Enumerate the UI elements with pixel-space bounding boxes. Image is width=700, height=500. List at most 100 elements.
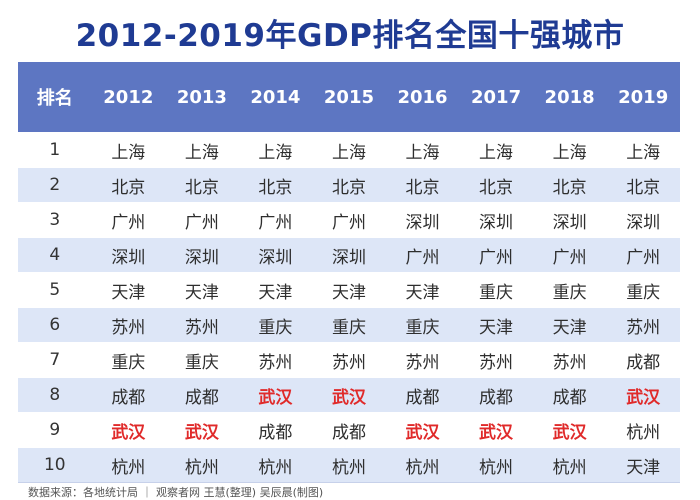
city-cell: 北京 [165, 167, 239, 203]
city-cell: 天津 [532, 307, 607, 343]
city-cell: 天津 [312, 272, 386, 308]
city-cell: 广州 [312, 202, 386, 238]
rank-cell: 1 [18, 132, 92, 168]
city-cell: 成都 [312, 412, 386, 448]
city-cell: 武汉 [312, 377, 386, 413]
city-cell: 重庆 [312, 307, 386, 343]
city-cell: 北京 [91, 167, 166, 203]
city-cell: 广州 [606, 237, 680, 273]
source-note: 数据来源：各地统计局 ｜ 观察者网 王慧(整理) 吴辰晨(制图) [28, 486, 324, 499]
city-cell: 杭州 [385, 447, 460, 483]
chart-title: 2012-2019年GDP排名全国十强城市 [75, 18, 625, 54]
city-cell: 北京 [532, 167, 607, 203]
city-cell: 上海 [238, 132, 313, 168]
city-cell: 成都 [238, 412, 313, 448]
city-cell: 武汉 [532, 412, 607, 448]
city-cell: 广州 [385, 237, 460, 273]
header-year-2018: 2018 [532, 62, 607, 133]
city-cell: 成都 [385, 377, 460, 413]
city-cell: 广州 [238, 202, 313, 238]
city-cell: 广州 [165, 202, 239, 238]
ranking-table: 排名 2012 2013 2014 2015 2016 2017 2018 2019 1 上海 上海… [18, 62, 680, 483]
city-cell: 重庆 [459, 272, 533, 308]
city-cell: 成都 [165, 377, 239, 413]
table-body: 1 上海 上海 上海 上海 上海 上海 上海 上海 2 北京 北京 北京 北京 北京 北京 北京 北京 3 广州 广州广… [18, 132, 680, 483]
city-cell: 杭州 [532, 447, 607, 483]
city-cell: 重庆 [165, 342, 239, 378]
city-cell: 北京 [385, 167, 460, 203]
header-year-2013: 2013 [165, 62, 239, 133]
table-row: 5 天津 天津 天津 天津 天津 重庆 重庆 重庆 [18, 272, 680, 308]
city-cell: 深圳 [385, 202, 460, 238]
city-cell: 上海 [606, 132, 680, 168]
city-cell: 天津 [91, 272, 166, 308]
city-cell: 成都 [532, 377, 607, 413]
city-cell: 北京 [238, 167, 313, 203]
city-cell: 天津 [606, 447, 680, 483]
city-cell: 深圳 [312, 237, 386, 273]
table-row: 10 杭州 杭州 杭州 杭州 杭州 杭州 杭州 天津 [18, 447, 680, 483]
city-cell: 杭州 [91, 447, 166, 483]
rank-cell: 10 [18, 447, 92, 483]
city-cell: 天津 [165, 272, 239, 308]
header-year-2019: 2019 [606, 62, 680, 133]
city-cell: 苏州 [165, 307, 239, 343]
city-cell: 上海 [91, 132, 166, 168]
rank-cell: 2 [18, 167, 92, 203]
rank-cell: 5 [18, 272, 92, 308]
city-cell: 重庆 [532, 272, 607, 308]
city-cell: 北京 [606, 167, 680, 203]
table-row: 7 重庆 重庆 苏州 苏州 苏州 苏州 苏州 成都 [18, 342, 680, 378]
city-cell: 深圳 [91, 237, 166, 273]
city-cell: 天津 [238, 272, 313, 308]
rank-cell: 9 [18, 412, 92, 448]
city-cell: 北京 [312, 167, 386, 203]
city-cell: 成都 [91, 377, 166, 413]
table-row: 1 上海 上海 上海 上海 上海 上海 上海 上海 [18, 132, 680, 168]
city-cell: 武汉 [165, 412, 239, 448]
rank-cell: 8 [18, 377, 92, 413]
header-rank: 排名 [18, 62, 92, 133]
header-year-2014: 2014 [238, 62, 313, 133]
city-cell: 深圳 [459, 202, 533, 238]
city-cell: 深圳 [606, 202, 680, 238]
city-cell: 苏州 [532, 342, 607, 378]
city-cell: 杭州 [459, 447, 533, 483]
city-cell: 上海 [312, 132, 386, 168]
header-year-2017: 2017 [459, 62, 533, 133]
city-cell: 苏州 [606, 307, 680, 343]
header-year-2012: 2012 [91, 62, 166, 133]
city-cell: 苏州 [312, 342, 386, 378]
table-row: 3 广州 广州 广州 广州 深圳 深圳 深圳 深圳 [18, 202, 680, 238]
rank-cell: 3 [18, 202, 92, 238]
header-row: 排名 2012 2013 2014 2015 2016 2017 2018 2019 [18, 62, 680, 133]
city-cell: 成都 [606, 342, 680, 378]
rank-cell: 7 [18, 342, 92, 378]
city-cell: 上海 [532, 132, 607, 168]
city-cell: 杭州 [606, 412, 680, 448]
city-cell: 武汉 [606, 377, 680, 413]
city-cell: 上海 [385, 132, 460, 168]
city-cell: 重庆 [91, 342, 166, 378]
city-cell: 苏州 [91, 307, 166, 343]
city-cell: 重庆 [606, 272, 680, 308]
city-cell: 广州 [91, 202, 166, 238]
city-cell: 上海 [165, 132, 239, 168]
city-cell: 深圳 [238, 237, 313, 273]
rank-cell: 4 [18, 237, 92, 273]
header-year-2016: 2016 [385, 62, 460, 133]
city-cell: 成都 [459, 377, 533, 413]
city-cell: 苏州 [459, 342, 533, 378]
city-cell: 武汉 [238, 377, 313, 413]
city-cell: 武汉 [91, 412, 166, 448]
city-cell: 杭州 [312, 447, 386, 483]
table-row: 4 深圳 深圳 深圳 深圳 广州 广州 广州 广州 [18, 237, 680, 273]
city-cell: 武汉 [459, 412, 533, 448]
city-cell: 广州 [532, 237, 607, 273]
city-cell: 重庆 [385, 307, 460, 343]
city-cell: 北京 [459, 167, 533, 203]
city-cell: 苏州 [385, 342, 460, 378]
city-cell: 天津 [385, 272, 460, 308]
city-cell: 广州 [459, 237, 533, 273]
city-cell: 苏州 [238, 342, 313, 378]
